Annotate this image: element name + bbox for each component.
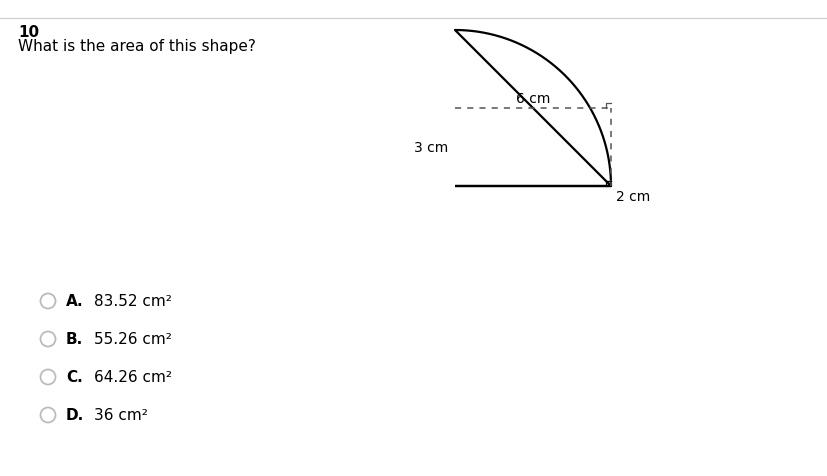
Text: 10: 10 <box>18 25 39 40</box>
Text: B.: B. <box>66 332 84 347</box>
Text: 36 cm²: 36 cm² <box>94 407 148 423</box>
Text: What is the area of this shape?: What is the area of this shape? <box>18 39 256 54</box>
Text: C.: C. <box>66 370 83 385</box>
Text: 6 cm: 6 cm <box>515 92 549 106</box>
Text: 55.26 cm²: 55.26 cm² <box>94 332 172 347</box>
Text: 3 cm: 3 cm <box>414 141 447 155</box>
Text: D.: D. <box>66 407 84 423</box>
Text: A.: A. <box>66 294 84 309</box>
Text: 64.26 cm²: 64.26 cm² <box>94 370 172 385</box>
Text: 2 cm: 2 cm <box>615 189 649 204</box>
Text: 83.52 cm²: 83.52 cm² <box>94 294 172 309</box>
